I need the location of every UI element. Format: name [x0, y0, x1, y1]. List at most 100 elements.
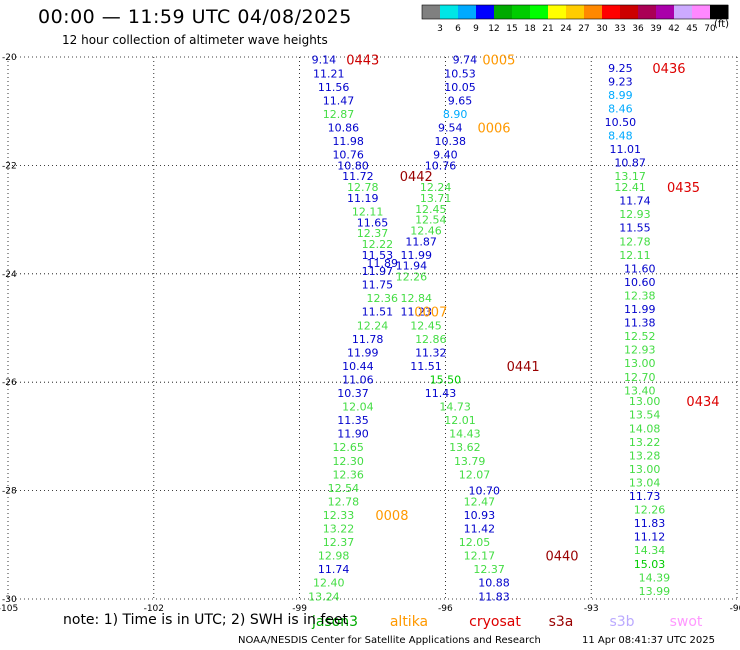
data-point-value: 12.46: [410, 224, 442, 237]
data-point-value: 14.39: [639, 571, 671, 584]
colorbar-tick-label: 21: [542, 24, 553, 34]
data-point-value: 12.52: [624, 330, 656, 343]
colorbar-swatch: [638, 5, 657, 19]
data-point-value: 9.40: [433, 149, 458, 162]
data-point-value: 11.83: [478, 590, 510, 603]
data-point-value: 11.51: [410, 360, 442, 373]
plot-grid: [7, 56, 738, 600]
data-point-value: 12.41: [614, 181, 646, 194]
data-point-value: 13.00: [624, 357, 656, 370]
colorbar-swatch: [602, 5, 621, 19]
data-point-value: 11.01: [609, 143, 641, 156]
satellite-legend-altika: altika: [390, 614, 428, 630]
data-point-value: 11.89: [366, 257, 398, 270]
chart-title: 00:00 — 11:59 UTC 04/08/2025: [38, 6, 352, 28]
colorbar-swatch: [620, 5, 639, 19]
data-point-value: 11.47: [323, 94, 355, 107]
data-point-value: 12.05: [459, 536, 491, 549]
data-point-value: 11.55: [619, 222, 651, 235]
data-point-value: 9.54: [438, 121, 463, 134]
colorbar-swatch: [440, 5, 459, 19]
data-point-value: 11.75: [362, 279, 394, 292]
data-point-value: 13.28: [629, 449, 661, 462]
y-tick-label: -24: [2, 270, 17, 280]
data-point-value: 12.65: [332, 441, 364, 454]
satellite-legend-cryosat: cryosat: [469, 614, 521, 630]
colorbar-swatch: [674, 5, 693, 19]
data-point-value: 11.65: [357, 216, 389, 229]
data-point-value: 11.97: [362, 265, 394, 278]
data-point-value: 11.35: [337, 414, 369, 427]
data-point-value: 11.83: [634, 517, 666, 530]
data-point-value: 12.98: [318, 550, 350, 563]
data-point-value: 11.06: [342, 373, 374, 386]
data-point-value: 15.50: [430, 373, 462, 386]
data-point-value: 12.26: [634, 504, 666, 517]
data-point-value: 12.86: [415, 333, 447, 346]
colorbar-unit: (ft): [714, 19, 730, 30]
data-point-value: 12.45: [410, 319, 442, 332]
data-point-value: 11.60: [624, 262, 656, 275]
data-point-value: 12.93: [624, 344, 656, 357]
data-point-value: 11.51: [362, 306, 394, 319]
y-tick-label: -28: [2, 487, 17, 497]
data-point-value: 12.22: [362, 238, 394, 251]
colorbar-tick-label: 30: [596, 24, 608, 34]
data-point-value: 12.78: [328, 495, 360, 508]
colorbar-swatch: [458, 5, 477, 19]
data-point-value: 11.12: [634, 531, 666, 544]
data-point-value: 13.40: [624, 384, 656, 397]
x-tick-label: -99: [292, 604, 307, 614]
x-tick-label: -90: [730, 604, 740, 614]
data-point-value: 12.24: [357, 319, 389, 332]
data-point-value: 10.93: [464, 509, 496, 522]
data-point-value: 10.05: [444, 81, 476, 94]
track-label: 0434: [686, 395, 719, 410]
data-point-value: 10.53: [444, 67, 476, 80]
data-point-value: 13.00: [629, 463, 661, 476]
colorbar-swatch: [530, 5, 549, 19]
colorbar-tick-label: 36: [632, 24, 644, 34]
colorbar-tick-label: 6: [455, 24, 461, 34]
track-labels: 0443 0005 0006 0442 0007 0441 0008 0440 0436 0435…: [346, 54, 719, 565]
colorbar-swatch: [692, 5, 711, 19]
data-point-value: 11.53: [362, 249, 394, 262]
data-point-value: 11.98: [332, 135, 364, 148]
data-point-value: 11.72: [342, 170, 374, 183]
footer-timestamp: 11 Apr 08:41:37 UTC 2025: [582, 635, 715, 646]
data-point-value: 12.93: [619, 208, 651, 221]
colorbar-swatch: [476, 5, 495, 19]
data-point-value: 15.03: [634, 558, 666, 571]
data-point-value: 8.99: [608, 89, 633, 102]
data-point-value: 10.37: [337, 387, 369, 400]
data-point-value: 11.78: [352, 333, 384, 346]
track-label: 0008: [375, 509, 408, 524]
colorbar-swatch: [512, 5, 531, 19]
data-point-value: 13.99: [639, 585, 671, 598]
data-point-value: 11.94: [396, 260, 428, 273]
data-point-value: 11.43: [425, 387, 457, 400]
data-point-value: 12.45: [415, 203, 447, 216]
data-point-value: 10.60: [624, 276, 656, 289]
data-point-value: 12.30: [332, 455, 364, 468]
data-point-value: 12.37: [357, 227, 389, 240]
track-label: 0436: [652, 62, 685, 77]
data-point-value: 11.99: [347, 346, 379, 359]
data-point-value: 13.17: [614, 170, 646, 183]
data-point-value: 11.19: [347, 192, 379, 205]
colorbar-swatch: [566, 5, 585, 19]
x-tick-label: -96: [438, 604, 453, 614]
data-point-value: 10.80: [337, 159, 369, 172]
data-point-value: 12.78: [619, 235, 651, 248]
data-point-value: 12.17: [464, 550, 496, 563]
data-point-value: 11.73: [629, 490, 661, 503]
data-point-value: 10.88: [478, 577, 510, 590]
colorbar-tick-label: 12: [488, 24, 499, 34]
data-point-value: 13.24: [308, 590, 340, 603]
y-tick-label: -20: [2, 53, 17, 63]
data-point-value: 9.14: [312, 54, 337, 67]
data-point-value: 11.74: [318, 563, 350, 576]
data-point-value: 12.47: [464, 495, 496, 508]
data-point-value: 10.38: [435, 135, 467, 148]
y-tick-label: -26: [2, 378, 17, 388]
